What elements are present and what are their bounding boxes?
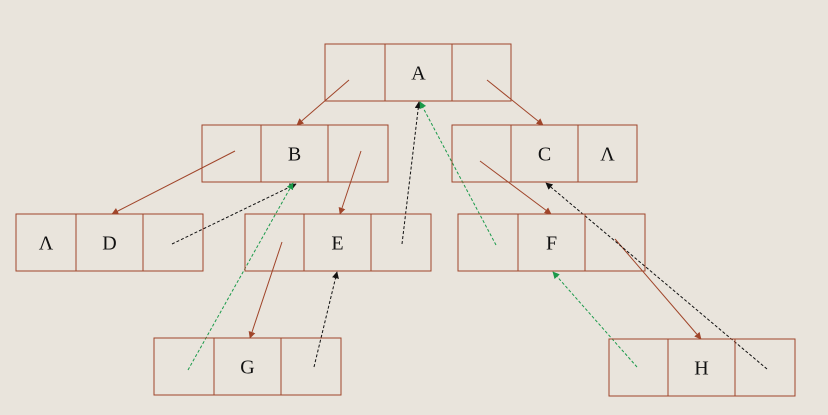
right-pointer-field [142,213,204,272]
child-link-c-f [479,160,552,215]
tree-node-h: H [608,338,796,397]
thread-right-h-c [545,182,768,370]
thread-left-h-f [552,271,638,368]
tree-node-f: F [457,213,646,272]
child-link-f-h [614,238,702,340]
tree-node-g: G [153,337,342,396]
child-link-e-g [248,241,283,339]
left-pointer-field [608,338,669,397]
thread-right-d-b [171,183,297,245]
node-label: G [240,357,254,379]
node-label: A [411,63,426,85]
null-marker: Λ [39,233,54,255]
thread-right-e-a [401,101,422,245]
thread-left-g-b [187,182,294,371]
right-pointer-field [370,213,432,272]
node-label: E [331,233,343,255]
node-label: H [694,358,708,380]
left-pointer-field [153,337,215,396]
thread-right-g-e [313,271,339,368]
links-layer [111,79,768,371]
child-link-b-d [111,150,236,215]
left-pointer-field [201,124,262,183]
node-label: B [288,144,301,166]
right-pointer-field [280,337,342,396]
right-pointer-field [584,213,646,272]
right-pointer-field [451,43,512,102]
right-pointer-field [734,338,796,397]
child-link-a-b [296,79,350,126]
tree-node-a: A [324,43,512,102]
left-pointer-field [451,124,512,183]
right-pointer-field [577,124,638,183]
thread-left-f-a [419,101,497,246]
null-marker: Λ [600,144,615,166]
node-label: D [102,233,116,255]
left-pointer-field [457,213,519,272]
node-label: F [546,233,557,255]
tree-node-b: B [201,124,389,183]
right-pointer-field [327,124,389,183]
left-pointer-field [244,213,305,272]
tree-node-e: E [244,213,432,272]
nodes-layer: AB C ΛΛ D E FG H [15,43,796,397]
node-label: C [538,144,551,166]
child-link-a-c [486,79,544,126]
